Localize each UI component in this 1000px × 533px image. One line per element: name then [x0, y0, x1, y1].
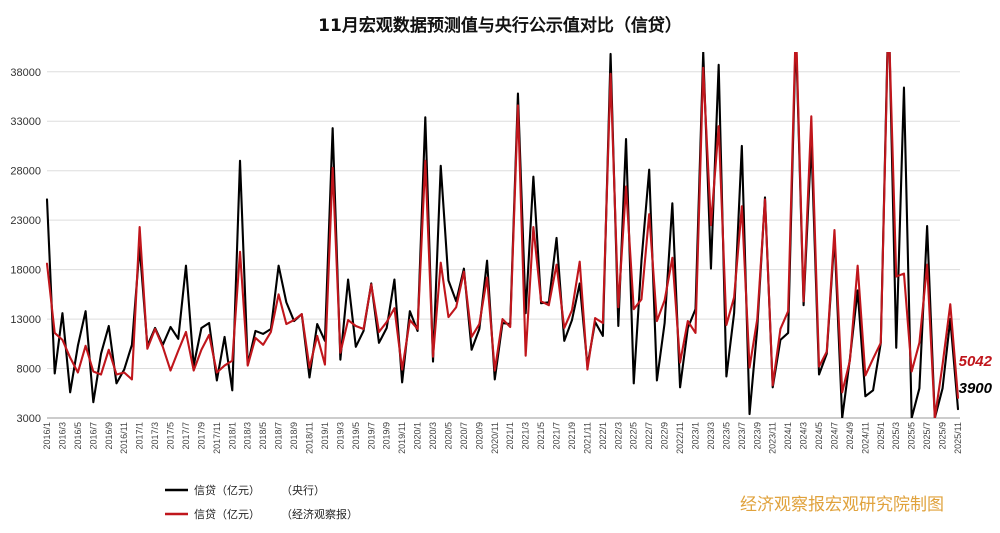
x-tick-label: 2022/7 — [644, 422, 654, 450]
x-tick-label: 2018/1 — [227, 422, 237, 450]
y-tick-label: 3000 — [17, 413, 41, 425]
x-tick-label: 2021/11 — [582, 422, 592, 454]
x-tick-label: 2019/7 — [366, 422, 376, 450]
x-tick-label: 2024/5 — [814, 422, 824, 450]
x-tick-label: 2023/9 — [752, 422, 762, 450]
x-tick-label: 2016/3 — [57, 422, 67, 450]
x-tick-label: 2017/9 — [196, 422, 206, 450]
x-tick-label: 2025/7 — [922, 422, 932, 450]
x-tick-label: 2021/9 — [567, 422, 577, 450]
x-tick-label: 2016/5 — [73, 422, 83, 450]
legend-source-eeo: （经济观察报） — [281, 507, 358, 521]
x-tick-label: 2017/11 — [212, 422, 222, 454]
x-tick-label: 2020/7 — [459, 422, 469, 450]
x-tick-label: 2019/3 — [335, 422, 345, 450]
x-tick-label: 2016/9 — [104, 422, 114, 450]
y-tick-label: 33000 — [10, 116, 41, 128]
x-tick-label: 2023/5 — [721, 422, 731, 450]
x-tick-label: 2021/1 — [505, 422, 515, 450]
x-tick-label: 2021/5 — [536, 422, 546, 450]
y-tick-label: 23000 — [10, 215, 41, 227]
y-tick-label: 18000 — [10, 265, 41, 277]
x-tick-label: 2018/5 — [258, 422, 268, 450]
x-tick-label: 2019/5 — [351, 422, 361, 450]
end-labels: 5042 3900 — [959, 353, 993, 397]
x-tick-label: 2020/5 — [443, 422, 453, 450]
chart-title: 11月宏观数据预测值与央行公示值对比（信贷） — [318, 15, 682, 36]
x-tick-label: 2019/1 — [320, 422, 330, 450]
y-tick-label: 38000 — [10, 67, 41, 79]
x-tick-label: 2017/1 — [135, 422, 145, 450]
x-tick-label: 2025/11 — [953, 422, 963, 454]
x-tick-label: 2022/9 — [660, 422, 670, 450]
x-tick-label: 2025/5 — [907, 422, 917, 450]
x-tick-label: 2022/3 — [613, 422, 623, 450]
x-axis: 2016/1 2016/3 2016/5 2016/7 2016/9 2016/11 201… — [42, 422, 963, 454]
x-tick-label: 2024/1 — [783, 422, 793, 450]
series-line-eeo — [45, 52, 960, 418]
y-axis: 3000 8000 13000 18000 23000 28000 33000 38000 — [10, 67, 41, 425]
watermark-credit: 经济观察报宏观研究院制图 — [740, 495, 944, 515]
x-tick-label: 2020/3 — [428, 422, 438, 450]
x-tick-label: 2021/3 — [521, 422, 531, 450]
x-tick-label: 2018/3 — [243, 422, 253, 450]
x-tick-label: 2020/11 — [490, 422, 500, 454]
x-tick-label: 2022/5 — [629, 422, 639, 450]
x-tick-label: 2024/7 — [829, 422, 839, 450]
x-tick-label: 2025/9 — [938, 422, 948, 450]
x-tick-label: 2017/3 — [150, 422, 160, 450]
legend-source-pboc: （央行） — [281, 484, 325, 497]
x-tick-label: 2020/9 — [474, 422, 484, 450]
x-tick-label: 2016/1 — [42, 422, 52, 450]
x-tick-label: 2023/1 — [691, 422, 701, 450]
x-tick-label: 2019/11 — [397, 422, 407, 454]
x-tick-label: 2016/7 — [88, 422, 98, 450]
x-tick-label: 2016/11 — [119, 422, 129, 454]
x-tick-label: 2017/5 — [166, 422, 176, 450]
x-tick-label: 2023/7 — [737, 422, 747, 450]
x-tick-label: 2018/9 — [289, 422, 299, 450]
y-tick-label: 8000 — [17, 364, 41, 376]
x-tick-label: 2024/11 — [860, 422, 870, 454]
x-tick-label: 2020/1 — [413, 422, 423, 450]
legend: 信贷（亿元） （央行） 信贷（亿元） （经济观察报） — [165, 483, 358, 521]
x-tick-label: 2024/3 — [799, 422, 809, 450]
x-tick-label: 2022/1 — [598, 422, 608, 450]
x-tick-label: 2025/1 — [876, 422, 886, 450]
end-label-eeo: 5042 — [959, 353, 993, 370]
y-tick-label: 28000 — [10, 166, 41, 178]
series-lines — [45, 52, 960, 418]
legend-label-pboc: 信贷（亿元） — [194, 483, 260, 497]
x-tick-label: 2017/7 — [181, 422, 191, 450]
y-tick-label: 13000 — [10, 314, 41, 326]
x-tick-label: 2022/11 — [675, 422, 685, 454]
x-tick-label: 2024/9 — [845, 422, 855, 450]
x-tick-label: 2025/3 — [891, 422, 901, 450]
x-tick-label: 2021/7 — [552, 422, 562, 450]
legend-label-eeo: 信贷（亿元） — [194, 507, 260, 521]
end-label-pboc: 3900 — [959, 380, 993, 397]
x-tick-label: 2018/7 — [274, 422, 284, 450]
x-tick-label: 2019/9 — [382, 422, 392, 450]
x-tick-label: 2023/11 — [768, 422, 778, 454]
x-tick-label: 2023/3 — [706, 422, 716, 450]
x-tick-label: 2018/11 — [304, 422, 314, 454]
